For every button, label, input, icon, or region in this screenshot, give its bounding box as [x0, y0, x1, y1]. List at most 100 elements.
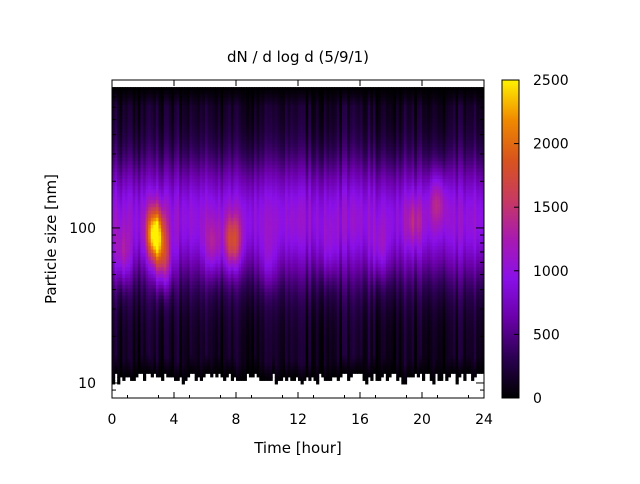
- heatmap-cell: [135, 320, 139, 325]
- heatmap-cell: [161, 193, 165, 198]
- heatmap-cell: [186, 327, 191, 332]
- heatmap-cell: [153, 196, 157, 201]
- heatmap-cell: [114, 161, 118, 166]
- heatmap-cell: [168, 355, 173, 360]
- heatmap-cell: [137, 231, 142, 237]
- heatmap-cell: [114, 242, 118, 247]
- heatmap-cell: [124, 249, 129, 254]
- heatmap-cell: [117, 267, 121, 272]
- heatmap-cell: [168, 228, 173, 233]
- heatmap-cell: [114, 203, 118, 208]
- heatmap-cell: [176, 150, 180, 155]
- heatmap-cell: [132, 150, 136, 155]
- heatmap-cell: [161, 235, 165, 240]
- heatmap-cell: [143, 143, 147, 148]
- heatmap-cell: [135, 189, 139, 194]
- heatmap-cell: [176, 136, 180, 141]
- heatmap-cell: [124, 274, 129, 279]
- heatmap-cell: [153, 210, 157, 215]
- heatmap-cell: [135, 196, 139, 201]
- heatmap-cell: [153, 129, 157, 134]
- heatmap-cell: [130, 94, 134, 99]
- heatmap-cell: [158, 327, 162, 332]
- heatmap-cell: [176, 313, 180, 318]
- heatmap-cell: [127, 284, 131, 290]
- heatmap-cell: [184, 129, 188, 134]
- heatmap-cell: [122, 196, 126, 201]
- heatmap-cell: [176, 224, 180, 229]
- heatmap-cell: [174, 330, 178, 335]
- heatmap-cell: [140, 277, 144, 282]
- heatmap-cell: [161, 352, 165, 357]
- heatmap-cell: [176, 376, 180, 381]
- heatmap-cell: [140, 136, 144, 141]
- heatmap-cell: [181, 337, 185, 343]
- heatmap-cell: [143, 147, 147, 152]
- heatmap-cell: [166, 341, 170, 346]
- heatmap-cell: [137, 203, 142, 208]
- heatmap-cell: [179, 355, 183, 360]
- heatmap-cell: [127, 186, 131, 191]
- heatmap-cell: [186, 221, 191, 226]
- heatmap-cell: [186, 224, 191, 229]
- heatmap-cell: [168, 108, 173, 113]
- heatmap-cell: [171, 334, 175, 339]
- heatmap-cell: [153, 334, 157, 339]
- heatmap-cell: [171, 178, 175, 184]
- heatmap-cell: [181, 323, 185, 328]
- heatmap-cell: [130, 111, 134, 116]
- heatmap-cell: [145, 143, 149, 148]
- heatmap-cell: [122, 256, 126, 261]
- heatmap-cell: [124, 313, 129, 318]
- heatmap-cell: [179, 207, 183, 212]
- heatmap-cell: [166, 125, 170, 131]
- heatmap-cell: [150, 330, 154, 335]
- heatmap-cell: [161, 150, 165, 155]
- heatmap-cell: [132, 118, 136, 123]
- heatmap-cell: [114, 175, 118, 180]
- heatmap-cell: [114, 111, 118, 116]
- heatmap-cell: [127, 101, 131, 106]
- heatmap-cell: [171, 355, 175, 360]
- heatmap-cell: [148, 355, 152, 360]
- heatmap-cell: [189, 143, 193, 148]
- heatmap-cell: [137, 210, 142, 215]
- heatmap-cell: [179, 306, 183, 311]
- heatmap-cell: [161, 373, 165, 378]
- heatmap-cell: [176, 299, 180, 304]
- heatmap-cell: [148, 224, 152, 229]
- heatmap-cell: [148, 316, 152, 321]
- heatmap-cell: [135, 270, 139, 275]
- heatmap-cell: [168, 217, 173, 222]
- heatmap-cell: [174, 217, 178, 222]
- heatmap-cell: [163, 136, 167, 141]
- heatmap-cell: [171, 217, 175, 222]
- heatmap-cell: [168, 125, 173, 131]
- heatmap-cell: [119, 154, 123, 159]
- heatmap-cell: [174, 228, 178, 233]
- heatmap-cell: [132, 320, 136, 325]
- heatmap-cell: [181, 334, 185, 339]
- heatmap-cell: [158, 129, 162, 134]
- heatmap-cell: [153, 256, 157, 261]
- heatmap-cell: [174, 221, 178, 226]
- heatmap-cell: [148, 217, 152, 222]
- heatmap-cell: [168, 111, 173, 116]
- heatmap-cell: [153, 122, 157, 127]
- heatmap-cell: [158, 309, 162, 314]
- heatmap-cell: [184, 292, 188, 297]
- heatmap-cell: [184, 168, 188, 173]
- heatmap-cell: [161, 154, 165, 159]
- heatmap-cell: [174, 104, 178, 109]
- heatmap-cell: [166, 224, 170, 229]
- heatmap-cell: [114, 143, 118, 148]
- heatmap-cell: [122, 295, 126, 300]
- heatmap-cell: [132, 355, 136, 360]
- heatmap-cell: [150, 115, 154, 120]
- heatmap-cell: [179, 369, 183, 374]
- heatmap-cell: [145, 136, 149, 141]
- heatmap-cell: [168, 150, 173, 155]
- heatmap-cell: [130, 140, 134, 145]
- heatmap-cell: [140, 362, 144, 367]
- heatmap-cell: [163, 224, 167, 229]
